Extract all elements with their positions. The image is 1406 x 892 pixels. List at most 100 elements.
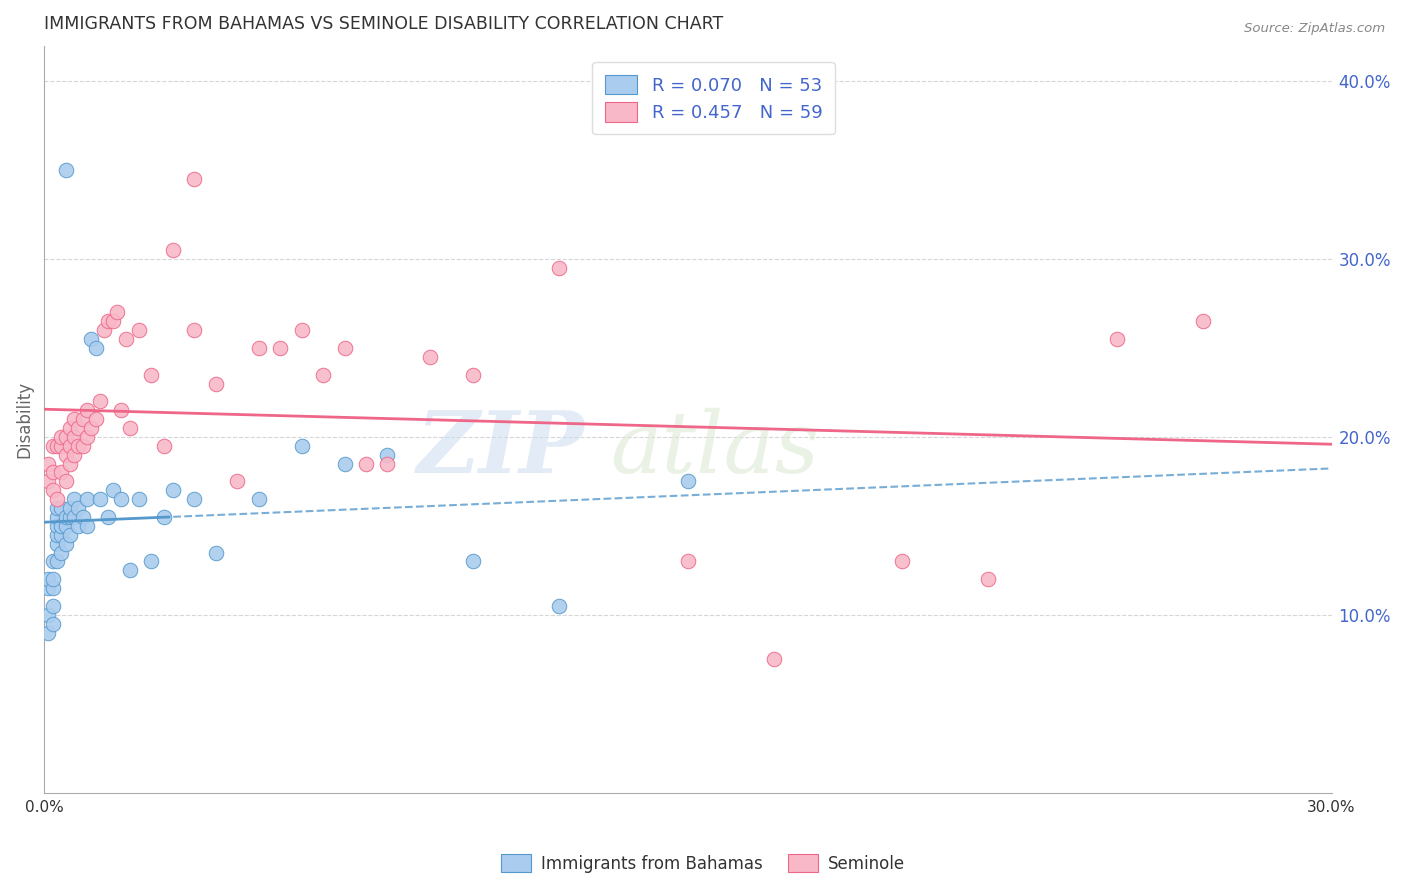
Point [41,599,63,613]
Point [46,492,69,507]
Point [676,554,699,568]
Point [80,332,103,346]
Text: ZIP: ZIP [418,408,585,491]
Point [76,430,98,444]
Point [84,341,107,355]
Point [46,519,69,533]
Point [291,439,314,453]
Point [72,412,94,426]
Point [110,492,132,507]
Point [72,510,94,524]
Legend: R = 0.070   N = 53, R = 0.457   N = 59: R = 0.070 N = 53, R = 0.457 N = 59 [592,62,835,135]
Point [377,457,399,471]
Point [80,421,103,435]
Point [51,466,73,480]
Point [63,448,86,462]
Point [59,439,82,453]
Point [76,519,98,533]
Point [55,163,77,178]
Point [55,448,77,462]
Point [59,457,82,471]
Point [312,368,335,382]
Point [41,554,63,568]
Point [333,457,356,471]
Point [63,430,86,444]
Point [55,430,77,444]
Point [55,519,77,533]
Point [269,341,291,355]
Point [463,554,485,568]
Point [762,652,785,666]
Point [37,572,59,586]
Point [1191,314,1213,328]
Point [128,323,150,337]
Point [114,332,136,346]
Point [141,368,163,382]
Point [101,314,124,328]
Point [46,439,69,453]
Point [204,545,226,559]
Point [51,527,73,541]
Point [1105,332,1128,346]
Point [76,403,98,417]
Point [93,323,115,337]
Point [977,572,1000,586]
Point [67,421,90,435]
Point [419,350,441,364]
Point [46,527,69,541]
Point [41,466,63,480]
Point [59,510,82,524]
Point [67,519,90,533]
Point [183,492,205,507]
Point [105,305,128,319]
Point [46,510,69,524]
Point [247,492,270,507]
Point [333,341,356,355]
Point [55,536,77,550]
Point [548,260,571,275]
Point [110,403,132,417]
Y-axis label: Disability: Disability [15,381,32,458]
Point [183,323,205,337]
Point [37,457,59,471]
Point [46,536,69,550]
Point [63,412,86,426]
Point [891,554,914,568]
Point [41,439,63,453]
Point [141,554,163,568]
Point [51,545,73,559]
Point [46,501,69,516]
Point [59,501,82,516]
Point [97,510,120,524]
Point [41,572,63,586]
Point [153,439,176,453]
Point [204,376,226,391]
Point [548,599,571,613]
Point [463,368,485,382]
Point [153,510,176,524]
Point [162,243,184,257]
Text: Source: ZipAtlas.com: Source: ZipAtlas.com [1244,22,1385,36]
Point [51,501,73,516]
Point [59,527,82,541]
Legend: Immigrants from Bahamas, Seminole: Immigrants from Bahamas, Seminole [495,847,911,880]
Point [97,314,120,328]
Point [37,581,59,595]
Point [377,448,399,462]
Point [55,475,77,489]
Point [51,519,73,533]
Point [51,430,73,444]
Point [247,341,270,355]
Point [84,412,107,426]
Point [41,616,63,631]
Point [37,475,59,489]
Point [128,492,150,507]
Point [101,483,124,498]
Point [354,457,377,471]
Text: atlas: atlas [610,408,820,491]
Point [67,501,90,516]
Point [72,439,94,453]
Point [63,510,86,524]
Text: IMMIGRANTS FROM BAHAMAS VS SEMINOLE DISABILITY CORRELATION CHART: IMMIGRANTS FROM BAHAMAS VS SEMINOLE DISA… [44,15,723,33]
Point [41,483,63,498]
